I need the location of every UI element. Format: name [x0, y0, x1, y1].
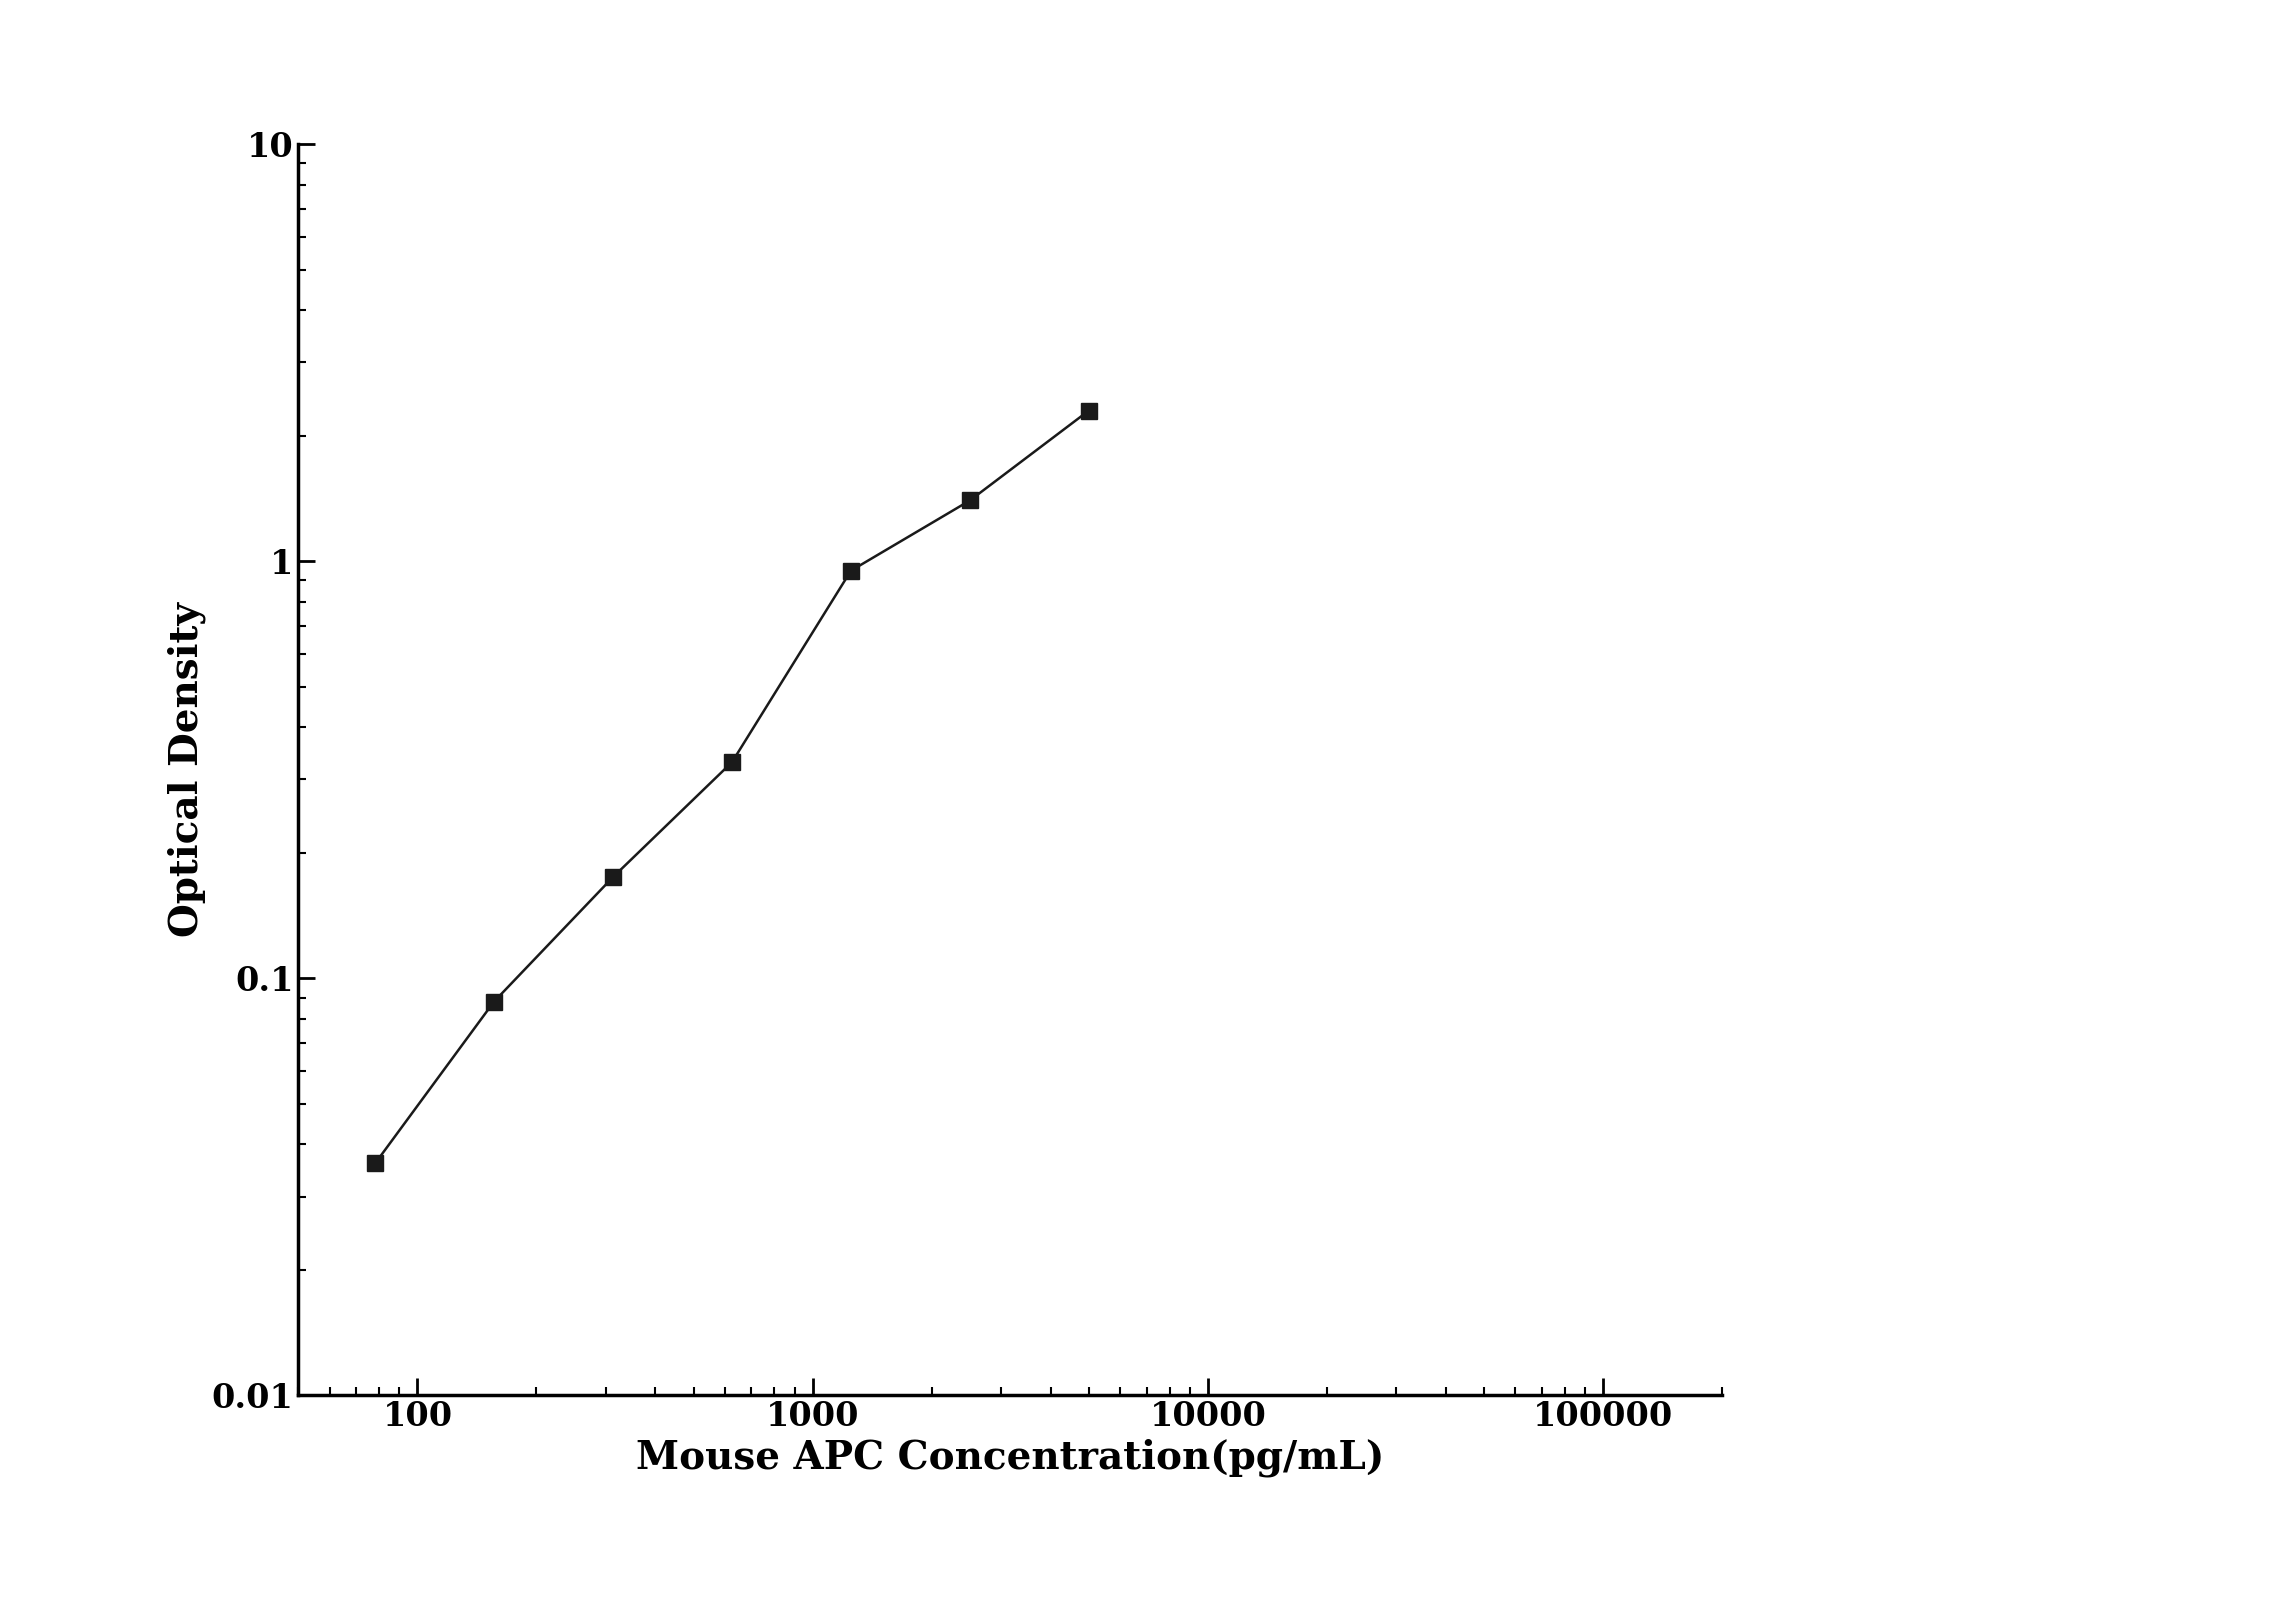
X-axis label: Mouse APC Concentration(pg/mL): Mouse APC Concentration(pg/mL)	[636, 1439, 1384, 1477]
Y-axis label: Optical Density: Optical Density	[168, 603, 207, 937]
